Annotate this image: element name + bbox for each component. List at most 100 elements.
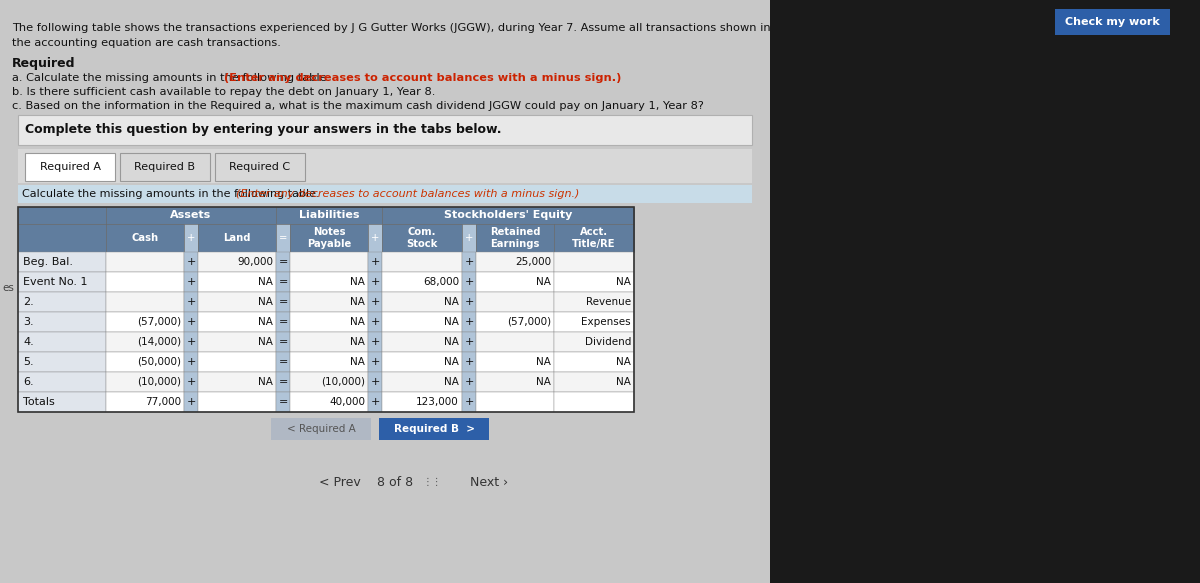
- Text: NA: NA: [444, 357, 458, 367]
- Text: NA: NA: [536, 357, 551, 367]
- Text: < Required A: < Required A: [287, 424, 355, 434]
- Text: NA: NA: [258, 277, 274, 287]
- Text: +: +: [371, 397, 379, 407]
- Text: Liabilities: Liabilities: [299, 210, 359, 220]
- Text: +: +: [464, 357, 474, 367]
- Bar: [18, 252, 106, 272]
- Text: +: +: [186, 377, 196, 387]
- Text: Totals: Totals: [23, 397, 55, 407]
- Text: Stockholders' Equity: Stockholders' Equity: [444, 210, 572, 220]
- Bar: [462, 272, 476, 292]
- Bar: [368, 252, 382, 272]
- Bar: [368, 372, 382, 392]
- Text: +: +: [186, 277, 196, 287]
- Bar: [184, 352, 198, 372]
- Bar: [290, 392, 368, 412]
- Bar: [476, 272, 554, 292]
- Text: +: +: [186, 337, 196, 347]
- Text: =: =: [278, 277, 288, 287]
- Text: +: +: [464, 257, 474, 267]
- Text: Required C: Required C: [229, 162, 290, 172]
- Text: +: +: [371, 377, 379, 387]
- Text: +: +: [187, 233, 196, 243]
- Text: NA: NA: [536, 377, 551, 387]
- Bar: [554, 372, 634, 392]
- Text: NA: NA: [350, 317, 365, 327]
- Text: (57,000): (57,000): [137, 317, 181, 327]
- Bar: [554, 292, 634, 312]
- Bar: [184, 292, 198, 312]
- Text: (Enter any decreases to account balances with a minus sign.): (Enter any decreases to account balances…: [236, 189, 580, 199]
- Bar: [368, 392, 382, 412]
- Text: NA: NA: [536, 277, 551, 287]
- Bar: [18, 312, 106, 332]
- Text: Calculate the missing amounts in the following table.: Calculate the missing amounts in the fol…: [22, 189, 323, 199]
- Bar: [18, 224, 106, 252]
- Bar: [198, 272, 276, 292]
- Text: +: +: [464, 377, 474, 387]
- Text: c. Based on the information in the Required a, what is the maximum cash dividend: c. Based on the information in the Requi…: [12, 101, 704, 111]
- Text: Land: Land: [223, 233, 251, 243]
- Bar: [198, 312, 276, 332]
- Bar: [476, 372, 554, 392]
- Bar: [18, 115, 752, 145]
- Bar: [198, 352, 276, 372]
- Text: =: =: [278, 397, 288, 407]
- Bar: [198, 332, 276, 352]
- Text: NA: NA: [258, 337, 274, 347]
- Text: +: +: [371, 277, 379, 287]
- Text: +: +: [186, 397, 196, 407]
- Bar: [184, 312, 198, 332]
- Bar: [106, 207, 276, 224]
- Bar: [462, 292, 476, 312]
- Bar: [476, 352, 554, 372]
- Bar: [18, 272, 106, 292]
- Bar: [476, 392, 554, 412]
- Text: +: +: [371, 317, 379, 327]
- Text: < Prev: < Prev: [319, 476, 361, 489]
- Text: Revenue: Revenue: [586, 297, 631, 307]
- Text: Event No. 1: Event No. 1: [23, 277, 88, 287]
- Text: Complete this question by entering your answers in the tabs below.: Complete this question by entering your …: [25, 124, 502, 136]
- Bar: [368, 292, 382, 312]
- Text: +: +: [371, 297, 379, 307]
- Text: Required A: Required A: [40, 162, 101, 172]
- Bar: [379, 418, 490, 440]
- Bar: [382, 352, 462, 372]
- Text: Required: Required: [12, 57, 76, 69]
- Bar: [554, 252, 634, 272]
- Bar: [106, 252, 184, 272]
- Text: =: =: [278, 233, 287, 243]
- Bar: [554, 312, 634, 332]
- Bar: [106, 332, 184, 352]
- Bar: [25, 153, 115, 181]
- Bar: [271, 418, 371, 440]
- Text: 90,000: 90,000: [238, 257, 274, 267]
- Text: NA: NA: [616, 377, 631, 387]
- Text: (Enter any decreases to account balances with a minus sign.): (Enter any decreases to account balances…: [224, 73, 622, 83]
- Bar: [18, 185, 752, 203]
- Bar: [18, 352, 106, 372]
- Text: b. Is there sufficient cash available to repay the debt on January 1, Year 8.: b. Is there sufficient cash available to…: [12, 87, 436, 97]
- Text: +: +: [464, 337, 474, 347]
- Text: Next ›: Next ›: [470, 476, 508, 489]
- Text: +: +: [464, 397, 474, 407]
- Bar: [554, 272, 634, 292]
- Text: (57,000): (57,000): [506, 317, 551, 327]
- Text: 40,000: 40,000: [329, 397, 365, 407]
- Bar: [18, 149, 752, 183]
- Bar: [276, 372, 290, 392]
- Text: Cash: Cash: [132, 233, 158, 243]
- Text: Check my work: Check my work: [1066, 17, 1160, 27]
- Bar: [368, 332, 382, 352]
- Text: +: +: [186, 257, 196, 267]
- Bar: [18, 392, 106, 412]
- Bar: [198, 292, 276, 312]
- Text: Acct.
Title/RE: Acct. Title/RE: [572, 227, 616, 249]
- Bar: [184, 392, 198, 412]
- Bar: [106, 272, 184, 292]
- Text: NA: NA: [616, 277, 631, 287]
- Text: (10,000): (10,000): [322, 377, 365, 387]
- Text: NA: NA: [258, 297, 274, 307]
- Bar: [0, 0, 770, 583]
